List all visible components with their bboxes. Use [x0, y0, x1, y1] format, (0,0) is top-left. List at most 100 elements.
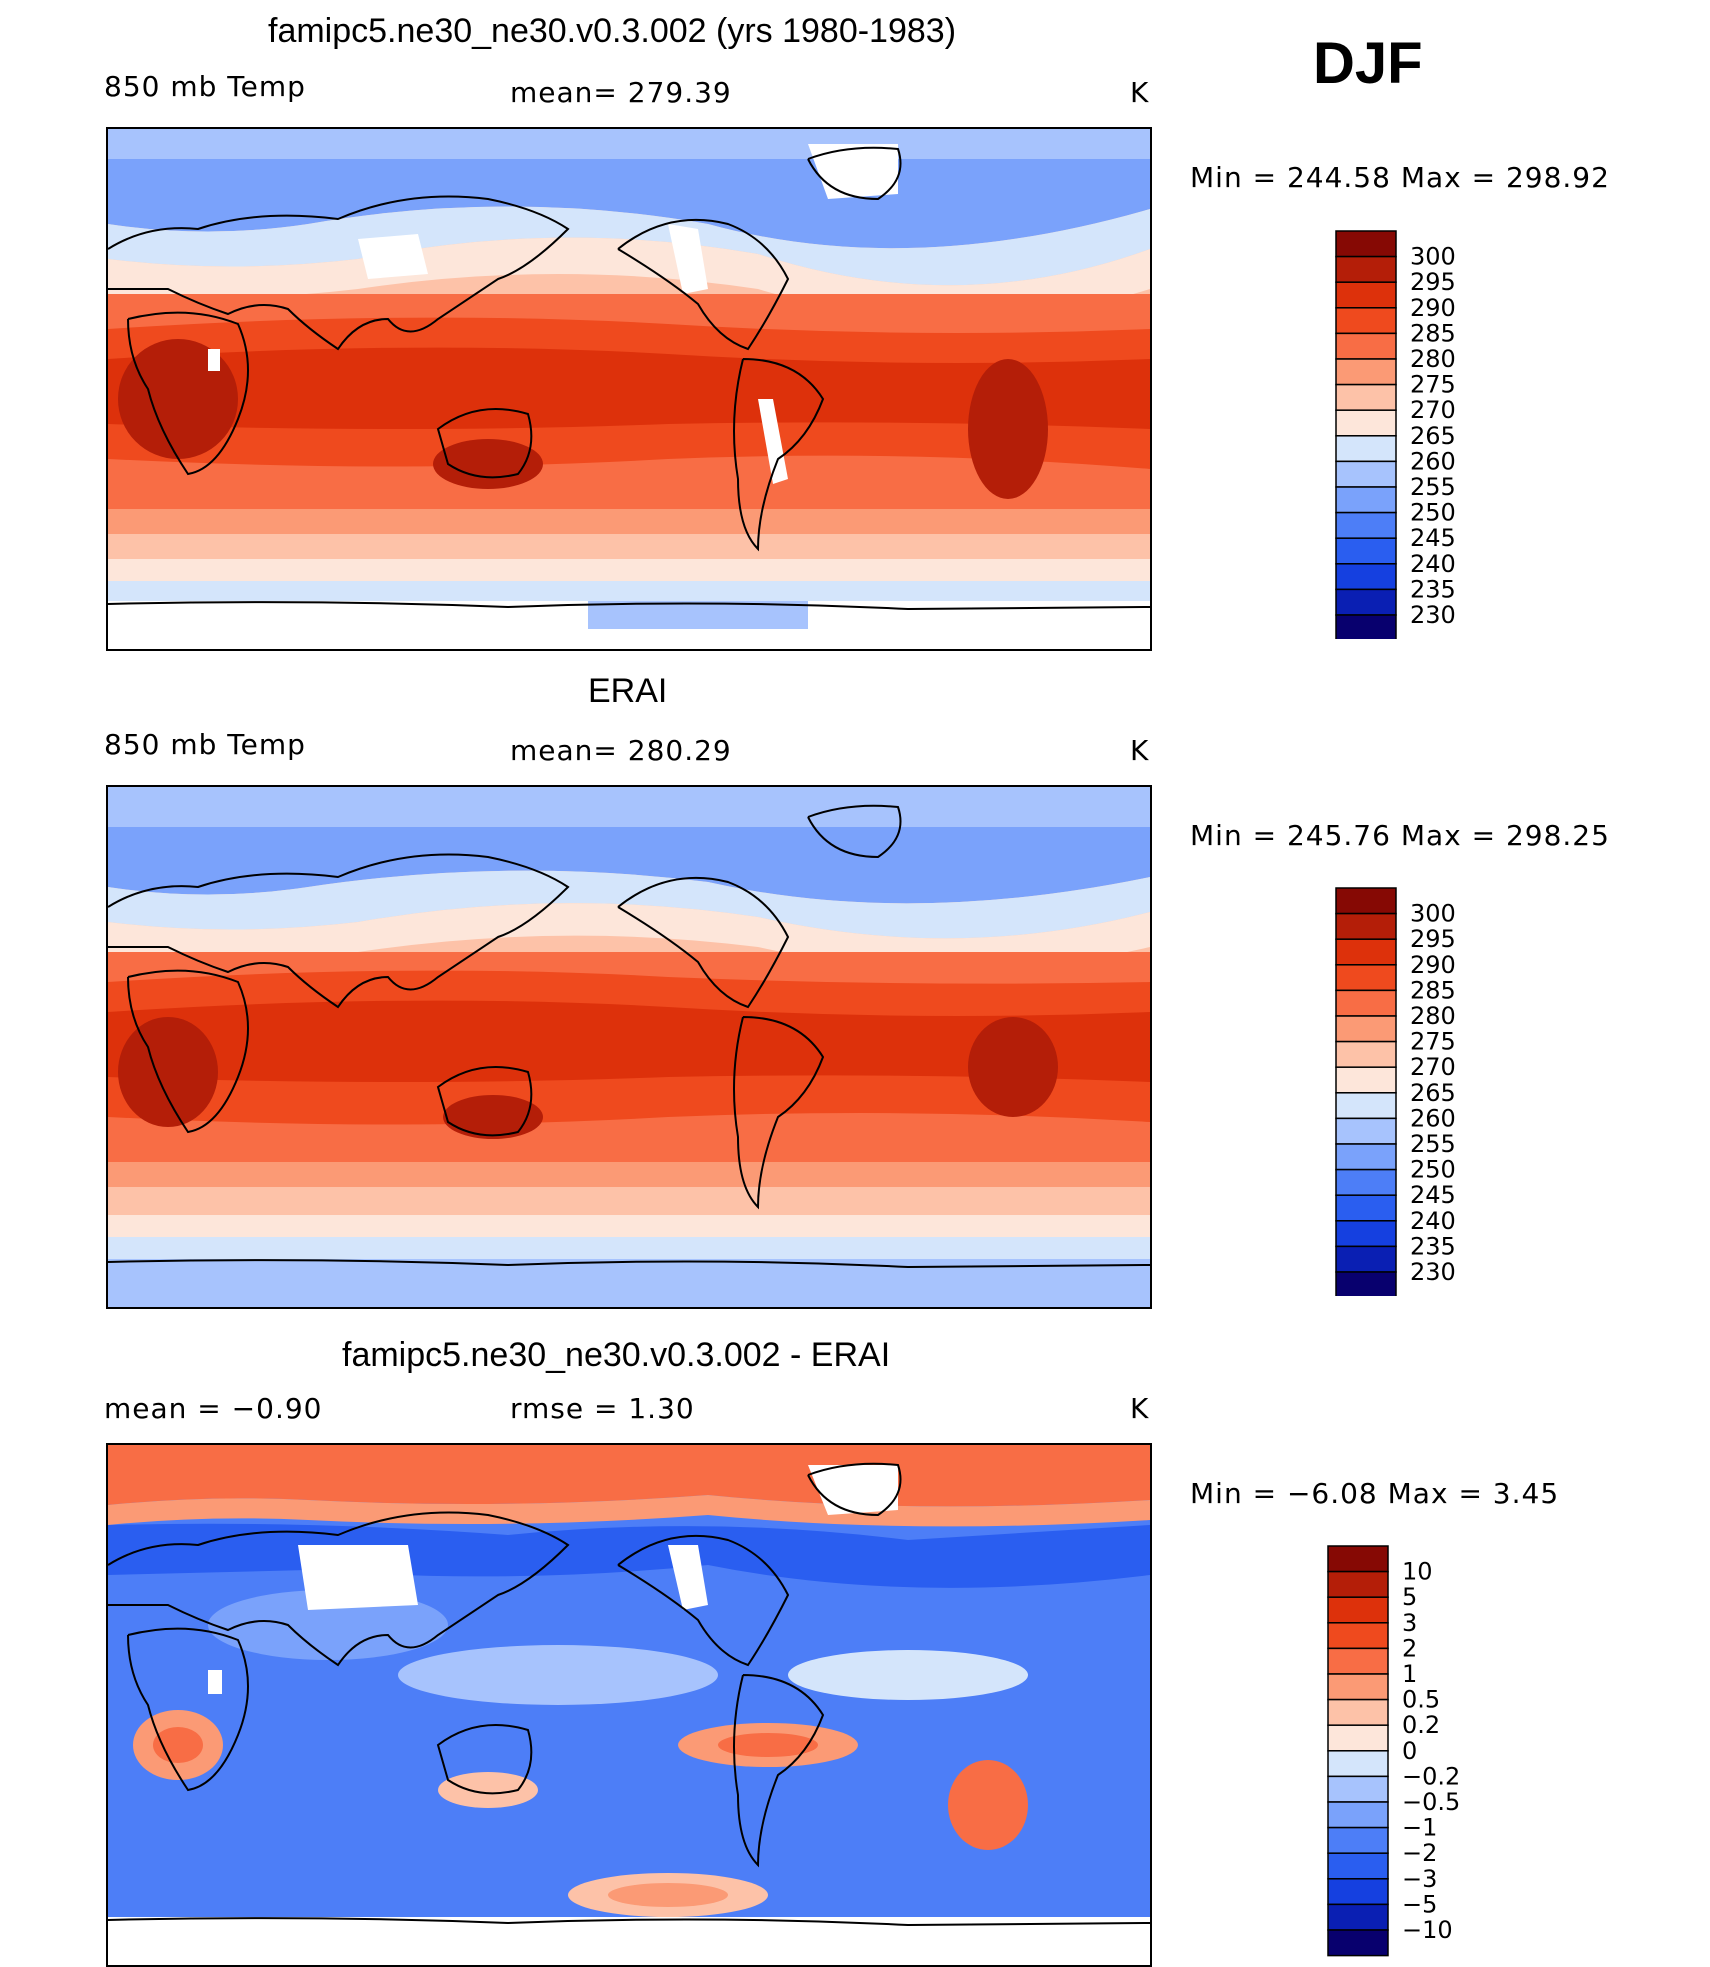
panel-2-colorbar-label: 245 [1410, 1181, 1456, 1209]
panel-2-colorbar-box [1335, 1220, 1397, 1248]
panel-2-colorbar-box [1335, 887, 1397, 915]
panel-1-colorbar-box [1335, 307, 1397, 335]
panel-1-colorbar-box [1335, 537, 1397, 565]
panel-1-legend: 300 295 290 285 280 275 270 265 260 255 250 245 240 2… [1334, 229, 1534, 644]
panel-1-colorbar-label: 275 [1410, 371, 1456, 399]
panel-2-colorbar-box [1335, 1194, 1397, 1222]
panel-3-colorbar-box [1327, 1647, 1389, 1675]
panel-3-colorbar-label: 3 [1402, 1609, 1417, 1637]
panel-3-colorbar-label: −1 [1402, 1814, 1437, 1842]
panel-3-colorbar-box [1327, 1724, 1389, 1752]
panel-2-colorbar-box [1335, 1168, 1397, 1196]
panel-2-colorbar-box [1335, 1092, 1397, 1120]
panel-1-colorbar-box [1335, 383, 1397, 411]
panel-3-units-label: K [1130, 1392, 1150, 1425]
panel-1-colorbar-box [1335, 255, 1397, 283]
panel-3-colorbar-box [1327, 1596, 1389, 1624]
panel-1-mean-label: mean= 279.39 [510, 76, 732, 109]
panel-2-map [106, 785, 1152, 1309]
panel-2-colorbar-box [1335, 1245, 1397, 1273]
panel-2-contour-field [108, 787, 1150, 1307]
panel-1-title: famipc5.ne30_ne30.v0.3.002 (yrs 1980-198… [268, 12, 957, 50]
panel-1-colorbar-box [1335, 281, 1397, 309]
panel-2-colorbar-box [1335, 1143, 1397, 1171]
panel-1-colorbar-box [1335, 486, 1397, 514]
panel-3-colorbar-label: 5 [1402, 1583, 1417, 1611]
panel-1-colorbar-label: 250 [1410, 499, 1456, 527]
panel-3-colorbar-label: 0 [1402, 1737, 1417, 1765]
panel-3-colorbar-label: 2 [1402, 1634, 1417, 1662]
panel-1-colorbar-label: 270 [1410, 396, 1456, 424]
panel-1-colorbar-box [1335, 563, 1397, 591]
panel-2-title: ERAI [588, 672, 668, 710]
panel-2-colorbar: 3002952902852802752702652602552502452402… [1335, 887, 1456, 1299]
panel-2-colorbar-box [1335, 964, 1397, 992]
panel-1-colorbar-box [1335, 588, 1397, 616]
panel-1-colorbar-box [1335, 460, 1397, 488]
panel-3-title: famipc5.ne30_ne30.v0.3.002 - ERAI [342, 1336, 891, 1374]
panel-1-contour-field [108, 129, 1150, 649]
panel-2-colorbar-label: 240 [1410, 1207, 1456, 1235]
panel-2-units-label: K [1130, 734, 1150, 767]
panel-1-colorbar-box [1335, 511, 1397, 539]
panel-1-colorbar: 3002952902852802752702652602552502452402… [1335, 230, 1456, 642]
panel-2-colorbar-label: 255 [1410, 1130, 1456, 1158]
panel-2-colorbar-box [1335, 1271, 1397, 1299]
panel-3-colorbar-box [1327, 1826, 1389, 1854]
panel-3-colorbar-box [1327, 1801, 1389, 1829]
panel-2-colorbar-label: 270 [1410, 1053, 1456, 1081]
panel-3-colorbar-box [1327, 1545, 1389, 1573]
panel-1-colorbar-box [1335, 614, 1397, 642]
panel-1-colorbar-box [1335, 409, 1397, 437]
panel-1-colorbar-label: 285 [1410, 319, 1456, 347]
panel-1-colorbar-box [1335, 332, 1397, 360]
panel-1-colorbar-label: 265 [1410, 422, 1456, 450]
panel-2-colorbar-label: 275 [1410, 1028, 1456, 1056]
panel-2-colorbar-label: 280 [1410, 1002, 1456, 1030]
panel-2-colorbar-label: 285 [1410, 976, 1456, 1004]
panel-1-colorbar-label: 295 [1410, 268, 1456, 296]
panel-3-map [106, 1443, 1152, 1967]
panel-2-colorbar-box [1335, 989, 1397, 1017]
panel-3-legend: 10 5 3 2 1 0.5 0.2 0 −0.2 −0.5 −1 −2 −3 −5 −10 [1326, 1544, 1526, 1965]
panel-1-colorbar-label: 245 [1410, 524, 1456, 552]
panel-2-colorbar-label: 235 [1410, 1232, 1456, 1260]
panel-1-colorbar-label: 260 [1410, 447, 1456, 475]
panel-3-colorbar-box [1327, 1750, 1389, 1778]
panel-3-colorbar-label: 10 [1402, 1558, 1433, 1586]
panel-2-minmax: Min = 245.76 Max = 298.25 [1190, 819, 1610, 852]
panel-3-colorbar-label: −10 [1402, 1916, 1453, 1944]
panel-1-colorbar-label: 240 [1410, 550, 1456, 578]
panel-3-colorbar-box [1327, 1929, 1389, 1957]
panel-2-colorbar-label: 230 [1410, 1258, 1456, 1286]
panel-3-colorbar-label: 0.5 [1402, 1686, 1440, 1714]
panel-3-colorbar-box [1327, 1622, 1389, 1650]
panel-3-colorbar-box [1327, 1852, 1389, 1880]
panel-3-colorbar-label: −0.2 [1402, 1762, 1460, 1790]
panel-1-units-label: K [1130, 76, 1150, 109]
panel-3-colorbar-label: −0.5 [1402, 1788, 1460, 1816]
panel-3-colorbar-box [1327, 1570, 1389, 1598]
panel-3-contour-field [108, 1445, 1150, 1965]
panel-3-colorbar-label: −3 [1402, 1865, 1437, 1893]
panel-3-colorbar-box [1327, 1903, 1389, 1931]
panel-2-colorbar-label: 260 [1410, 1104, 1456, 1132]
season-label: DJF [1313, 31, 1423, 96]
panel-3-mean-label: mean = −0.90 [104, 1392, 323, 1425]
panel-3-colorbar-label: 1 [1402, 1660, 1417, 1688]
panel-1-variable-label: 850 mb Temp [104, 70, 306, 103]
panel-1-colorbar-label: 235 [1410, 575, 1456, 603]
panel-1-minmax: Min = 244.58 Max = 298.92 [1190, 161, 1610, 194]
panel-2-colorbar-box [1335, 1066, 1397, 1094]
panel-2-legend: 300 295 290 285 280 275 270 265 260 255 250 245 240 2… [1334, 886, 1534, 1301]
panel-3-rmse-label: rmse = 1.30 [510, 1392, 695, 1425]
panel-2-colorbar-label: 300 [1410, 900, 1456, 928]
panel-3-colorbar-box [1327, 1698, 1389, 1726]
panel-1-colorbar-box [1335, 435, 1397, 463]
panel-1-colorbar-label: 290 [1410, 294, 1456, 322]
panel-2-colorbar-box [1335, 1040, 1397, 1068]
panel-3-colorbar-label: −5 [1402, 1890, 1437, 1918]
panel-1-colorbar-label: 255 [1410, 473, 1456, 501]
panel-3-colorbar-box [1327, 1878, 1389, 1906]
